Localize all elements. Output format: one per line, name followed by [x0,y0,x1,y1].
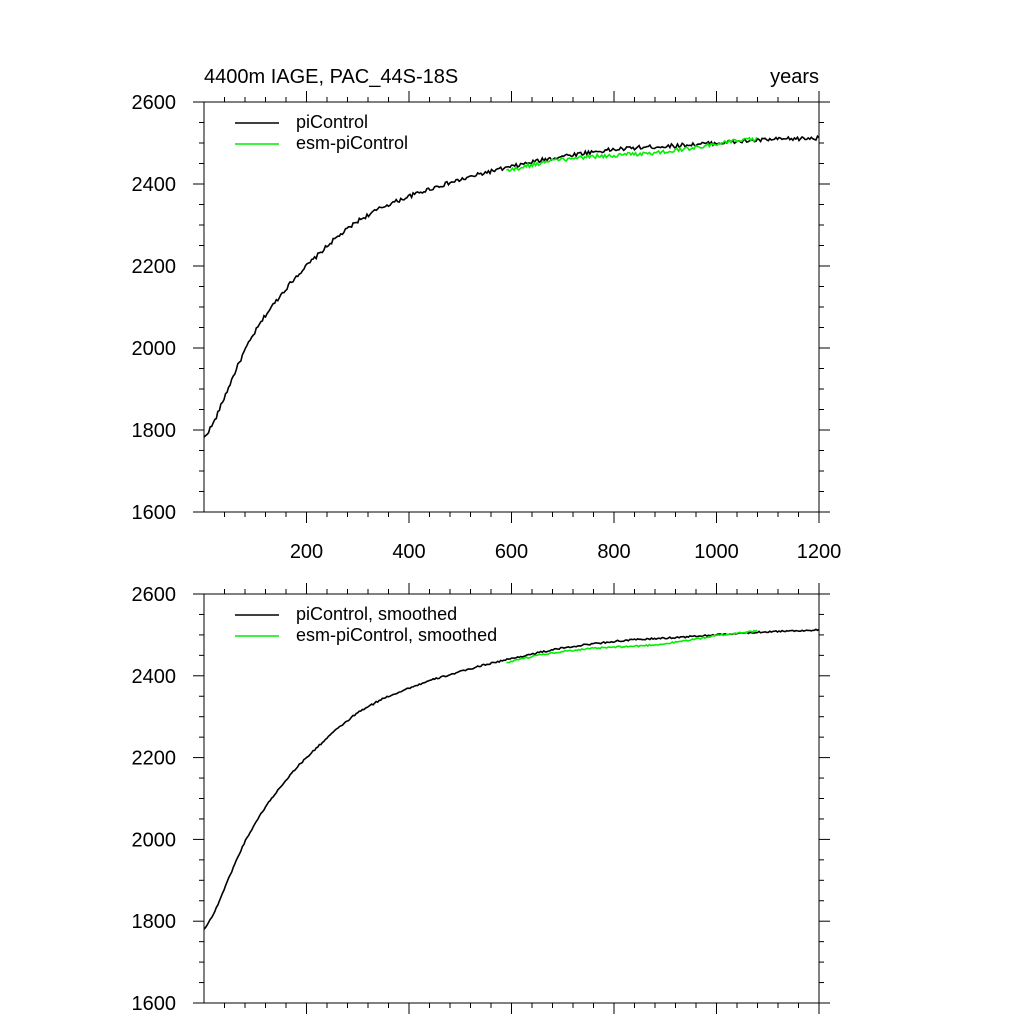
series-line-picontrol [203,134,820,438]
y-tick-label: 2000 [132,829,177,851]
y-tick-label: 2600 [132,92,177,114]
legend-label: esm-piControl [296,133,408,153]
y-tick-label: 2200 [132,256,177,278]
x-tick-label: 1000 [694,541,739,563]
y-tick-label: 2600 [132,584,177,606]
y-tick-label: 1800 [132,911,177,933]
y-tick-label: 1600 [132,502,177,524]
x-tick-label: 800 [597,541,630,563]
chart-title: 4400m IAGE, PAC_44S-18S [204,66,458,88]
plot-frame [203,593,820,1004]
chart-panel-1: 1600 1800 2000 2200 2400 2600 200 400 600 800 1000… [132,66,842,563]
y-tick-label: 1600 [132,993,177,1015]
series-line-picontrol-smoothed [203,628,820,930]
chart-panel-2: 1600 1800 2000 2200 2400 2600 piControl, smoot… [132,583,830,1015]
y-tick-label: 2000 [132,338,177,360]
x-tick-label: 600 [495,541,528,563]
chart-title-right: years [770,66,819,88]
y-tick-label: 1800 [132,420,177,442]
x-tick-label: 200 [290,541,323,563]
y-tick-label: 2400 [132,174,177,196]
series-line-esm-picontrol-smoothed [506,629,758,664]
y-tick-label: 2200 [132,748,177,770]
legend-label: esm-piControl, smoothed [296,625,497,645]
y-tick-label: 2400 [132,666,177,688]
x-tick-label: 1200 [797,541,842,563]
x-tick-label: 400 [392,541,425,563]
plot-frame [203,101,820,513]
legend-label: piControl, smoothed [296,604,457,624]
legend-label: piControl [296,112,368,132]
series-line-esm-picontrol [506,136,758,173]
